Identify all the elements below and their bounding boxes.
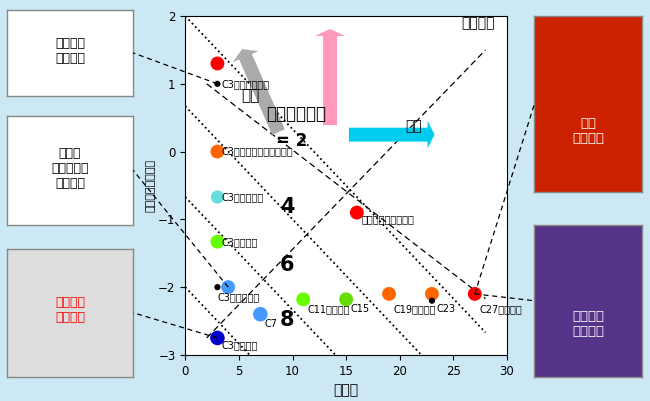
Text: ジブチルフタレート: ジブチルフタレート bbox=[361, 215, 414, 224]
Point bbox=[212, 194, 222, 200]
Point bbox=[352, 209, 362, 216]
Text: プロパン
（気体）: プロパン （気体） bbox=[55, 296, 85, 324]
Text: C11アルカン: C11アルカン bbox=[307, 304, 350, 314]
Text: C3カルボン酸: C3カルボン酸 bbox=[222, 192, 264, 202]
Point bbox=[341, 296, 351, 302]
Text: クエン酸
（固体）: クエン酸 （固体） bbox=[55, 37, 85, 65]
Text: = 2: = 2 bbox=[276, 132, 307, 150]
Point bbox=[298, 296, 308, 302]
Y-axis label: 炭素の平均酸化数: 炭素の平均酸化数 bbox=[146, 159, 155, 212]
Text: C27アルカン: C27アルカン bbox=[479, 304, 522, 314]
Point bbox=[255, 311, 265, 318]
Point bbox=[223, 284, 233, 290]
Text: C3ジカルボン酸: C3ジカルボン酸 bbox=[222, 79, 270, 89]
Text: 重合: 重合 bbox=[405, 119, 422, 133]
Text: C19アルカン: C19アルカン bbox=[393, 304, 436, 314]
Point bbox=[384, 291, 394, 297]
Text: 分解: 分解 bbox=[241, 89, 259, 103]
Text: 4: 4 bbox=[280, 197, 294, 217]
Text: 灯油
（液体）: 灯油 （液体） bbox=[572, 117, 604, 145]
Text: C3ジオール: C3ジオール bbox=[222, 237, 258, 247]
Point bbox=[212, 284, 222, 290]
Text: C15: C15 bbox=[350, 304, 370, 314]
Point bbox=[212, 148, 222, 155]
Point bbox=[212, 81, 222, 87]
Text: 官能基化: 官能基化 bbox=[462, 16, 495, 30]
Text: C3アルコール: C3アルコール bbox=[217, 292, 259, 302]
Point bbox=[426, 298, 437, 304]
Text: C7: C7 bbox=[265, 319, 278, 329]
Text: 消毒用
エタノール
（液体）: 消毒用 エタノール （液体） bbox=[51, 147, 88, 190]
Text: 対数飽和濃度: 対数飽和濃度 bbox=[266, 105, 326, 123]
X-axis label: 炭素数: 炭素数 bbox=[333, 383, 359, 397]
Point bbox=[212, 239, 222, 245]
Text: C3アルカン: C3アルカン bbox=[222, 340, 258, 350]
Text: C23: C23 bbox=[436, 304, 456, 314]
Text: ワックス
（固体）: ワックス （固体） bbox=[572, 310, 604, 338]
Text: 8: 8 bbox=[280, 310, 294, 330]
Point bbox=[212, 335, 222, 341]
Text: C3ジヒドロペルオキシド: C3ジヒドロペルオキシド bbox=[222, 147, 293, 156]
Text: 6: 6 bbox=[280, 255, 294, 275]
Point bbox=[426, 291, 437, 297]
Point bbox=[212, 60, 222, 67]
Point bbox=[469, 291, 480, 297]
